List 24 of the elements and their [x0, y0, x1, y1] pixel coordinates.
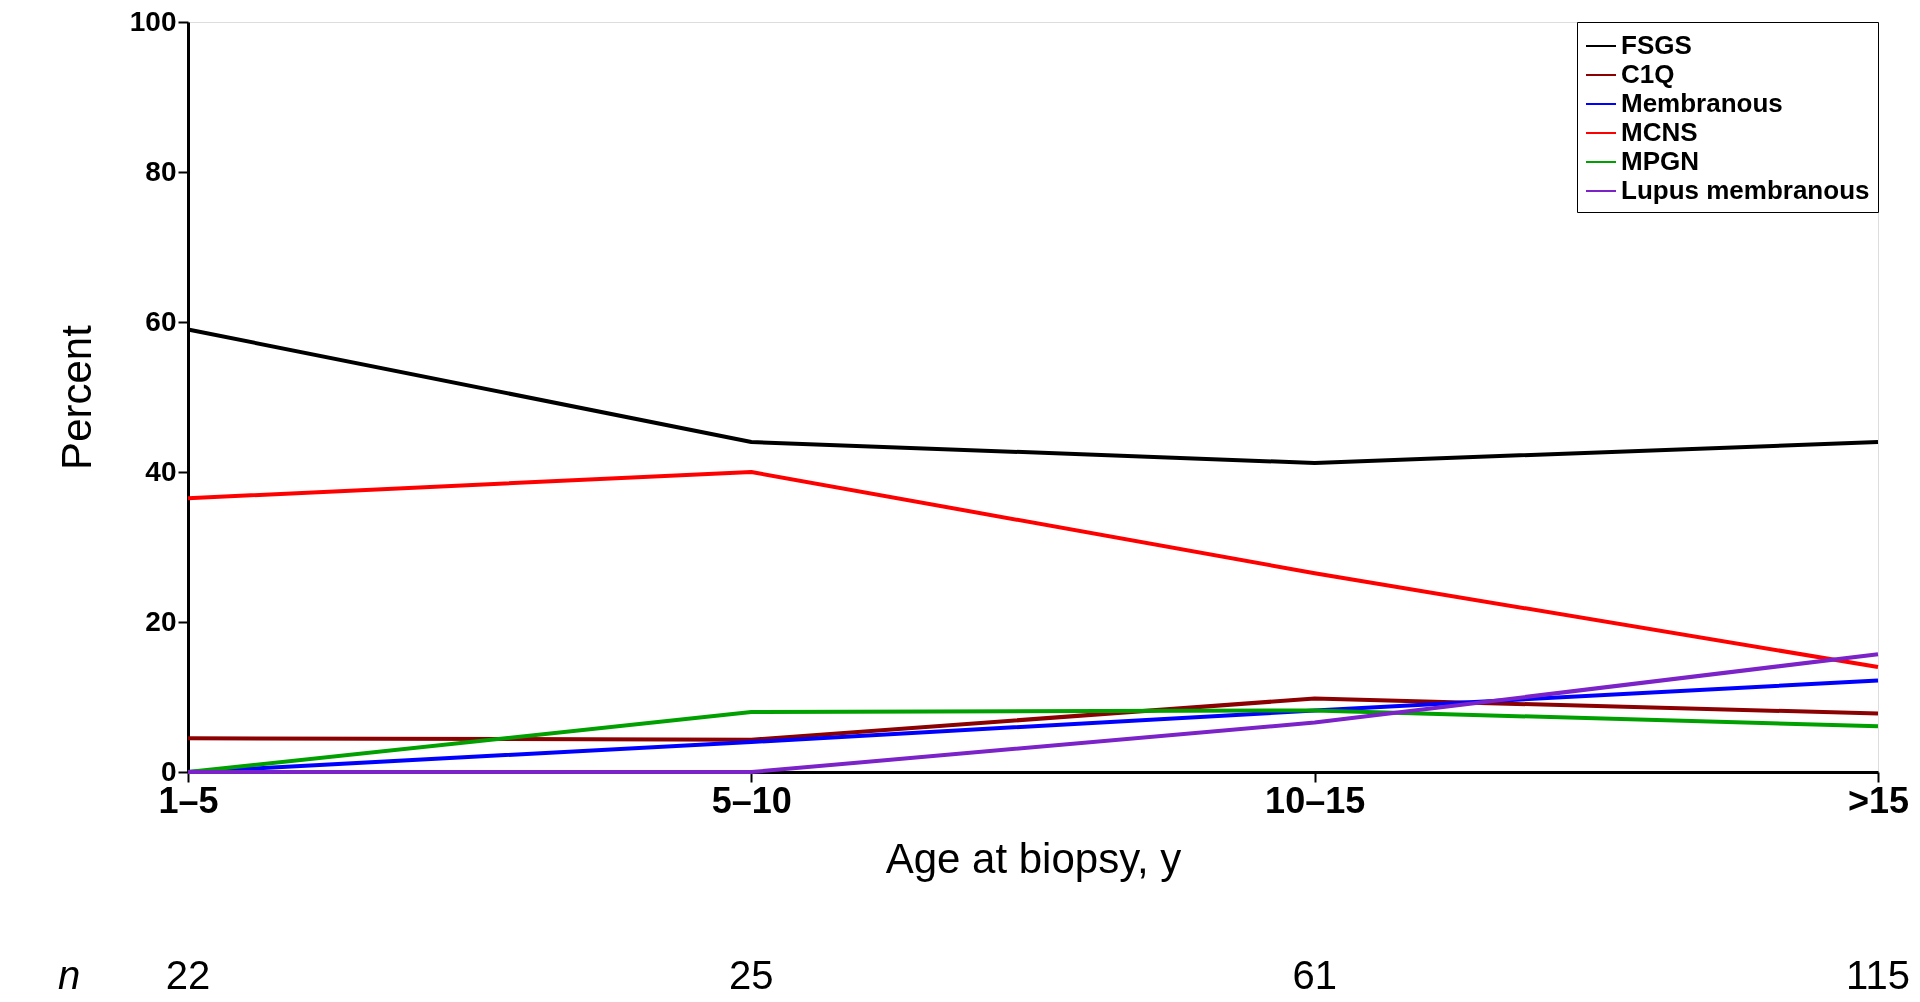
legend-label: MCNS [1621, 117, 1698, 147]
text: 115 [1846, 953, 1910, 997]
y-tick-label: 40 [145, 455, 177, 487]
y-tick-label: 100 [129, 5, 177, 37]
y-axis-title: Percent [52, 324, 100, 470]
text: 25 [729, 953, 774, 997]
legend-label: FSGS [1621, 30, 1692, 60]
y-tick-label: 80 [145, 155, 177, 187]
y-tick-label: 60 [145, 305, 177, 337]
text: 22 [165, 953, 211, 997]
x-axis-title: Age at biopsy, y [885, 834, 1182, 882]
legend-label: MPGN [1621, 146, 1699, 176]
line-series [186, 696, 1880, 742]
x-tick-label: 5–10 [711, 779, 792, 821]
legend-label: C1Q [1621, 59, 1675, 89]
line-series [186, 470, 1880, 669]
text: 61 [1292, 953, 1337, 997]
x-tick-label: 10–15 [1265, 779, 1366, 821]
y-tick-label: 0 [160, 755, 177, 787]
x-tick-label: >15 [1847, 779, 1910, 821]
legend-label: Lupus membranous [1621, 175, 1870, 205]
y-tick-label: 20 [145, 605, 177, 637]
text: n [58, 953, 81, 997]
legend-label: Membranous [1621, 88, 1783, 118]
